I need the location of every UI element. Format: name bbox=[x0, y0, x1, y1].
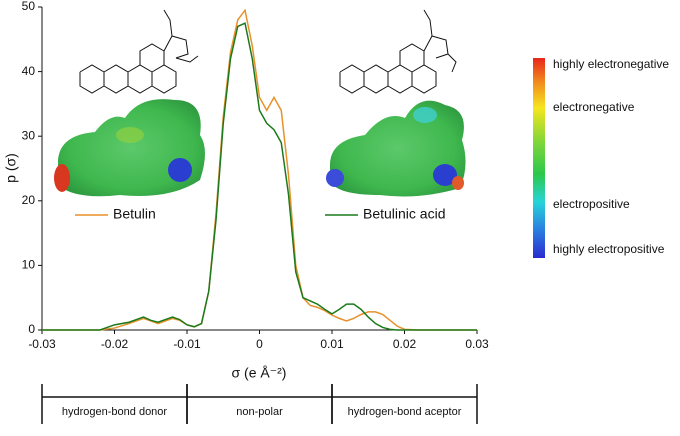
y-tick-label: 30 bbox=[22, 128, 36, 142]
betulinic-acid-structure bbox=[339, 9, 457, 94]
y-tick-label: 20 bbox=[22, 193, 36, 207]
y-tick-label: 50 bbox=[22, 0, 36, 13]
line-series bbox=[42, 8, 477, 331]
line-series bbox=[42, 22, 477, 331]
colorbar-label: highly electronegative bbox=[553, 57, 669, 71]
colorbar-label: electropositive bbox=[553, 197, 630, 211]
x-tick-label: -0.03 bbox=[28, 337, 56, 351]
legend-label: Betulinic acid bbox=[363, 206, 446, 222]
x-tick-label: 0 bbox=[256, 337, 263, 351]
x-tick-label: 0.01 bbox=[320, 337, 344, 351]
legend-label: Betulin bbox=[113, 206, 156, 222]
colorbar bbox=[533, 58, 545, 258]
x-tick-label: -0.02 bbox=[101, 337, 129, 351]
region-label: hydrogen-bond donor bbox=[62, 406, 168, 418]
x-tick-label: 0.03 bbox=[465, 337, 489, 351]
region-label: hydrogen-bond aceptor bbox=[348, 406, 462, 418]
colorbar-label: highly electropositive bbox=[553, 242, 665, 256]
betulin-structure bbox=[79, 9, 199, 94]
x-tick-label: -0.01 bbox=[173, 337, 201, 351]
x-tick-label: 0.02 bbox=[393, 337, 417, 351]
region-label: non-polar bbox=[236, 406, 283, 418]
y-tick-label: 10 bbox=[22, 258, 36, 272]
y-axis-label: p (σ) bbox=[3, 153, 19, 183]
x-axis-label: σ (e Å⁻²) bbox=[232, 365, 287, 381]
betulin-surface bbox=[54, 99, 205, 197]
y-tick-label: 40 bbox=[22, 64, 36, 78]
colorbar-label: electronegative bbox=[553, 100, 635, 114]
y-tick-label: 0 bbox=[28, 322, 35, 336]
betulinic-acid-surface bbox=[326, 100, 466, 197]
